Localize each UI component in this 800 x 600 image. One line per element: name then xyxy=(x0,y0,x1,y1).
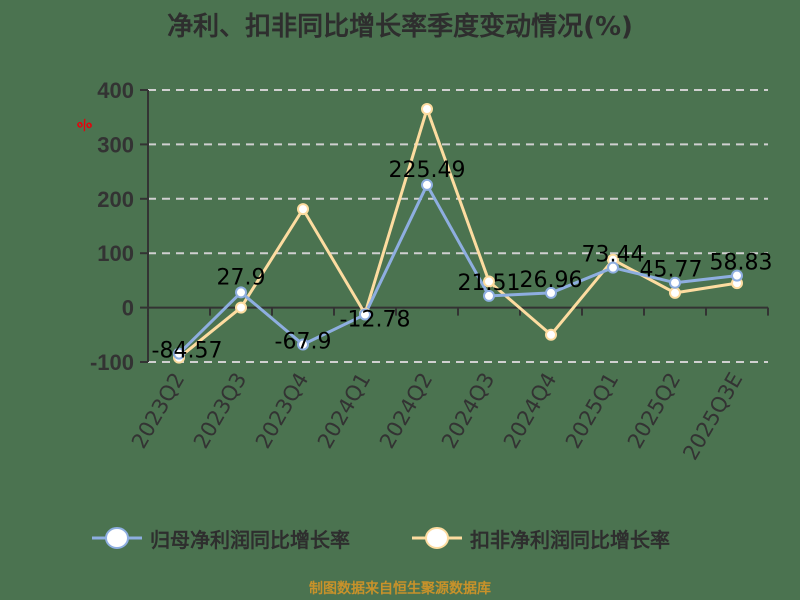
data-point[interactable] xyxy=(173,347,185,360)
data-label: 58.83 xyxy=(710,251,773,276)
y-tick-label: 400 xyxy=(97,78,134,103)
x-tick-label: 2023Q2 xyxy=(127,369,189,453)
y-tick-label: 100 xyxy=(97,241,134,266)
series-line xyxy=(177,183,738,355)
x-tick-label: 2024Q3 xyxy=(437,369,499,453)
y-tick-label: 300 xyxy=(97,132,134,157)
legend-label: 扣非净利润同比增长率 xyxy=(470,527,670,552)
y-tick-label: 200 xyxy=(97,187,134,212)
data-point[interactable] xyxy=(607,261,619,274)
data-point[interactable] xyxy=(669,286,681,299)
data-point[interactable] xyxy=(297,338,309,351)
series-line xyxy=(178,107,738,359)
data-point[interactable] xyxy=(483,289,495,302)
source-footer: 制图数据来自恒生聚源数据库 xyxy=(309,581,491,597)
data-point[interactable] xyxy=(483,275,495,288)
data-label: 27.9 xyxy=(217,265,266,290)
data-point[interactable] xyxy=(669,276,681,289)
x-tick-label: 2024Q2 xyxy=(375,369,437,453)
data-label: 45.77 xyxy=(640,258,703,283)
x-tick-label: 2024Q4 xyxy=(499,369,561,453)
data-point[interactable] xyxy=(731,269,743,282)
data-label: 21.51 xyxy=(458,271,521,296)
data-label: -67.9 xyxy=(275,330,332,355)
data-label: 225.49 xyxy=(389,158,466,183)
data-label: -12.78 xyxy=(340,308,411,333)
data-point[interactable] xyxy=(235,301,247,314)
x-tick-label: 2025Q2 xyxy=(623,369,685,453)
legend-item-net-profit[interactable]: 归母净利润同比增长率 xyxy=(92,522,350,554)
data-point[interactable] xyxy=(421,178,433,191)
x-tick-label: 2025Q3E xyxy=(678,369,747,465)
legend-item-deducted-profit[interactable]: 扣非净利润同比增长率 xyxy=(412,522,670,554)
x-tick-label: 2023Q3 xyxy=(189,369,251,453)
x-tick-label: 2023Q4 xyxy=(251,369,313,453)
y-tick-label: -100 xyxy=(90,350,134,375)
data-label: 26.96 xyxy=(520,268,583,293)
data-point[interactable] xyxy=(545,328,557,341)
legend-marker-blue-icon xyxy=(92,527,142,549)
data-point[interactable] xyxy=(421,103,433,116)
x-tick-label: 2025Q1 xyxy=(561,369,623,453)
data-point[interactable] xyxy=(235,286,247,299)
data-label: 73.44 xyxy=(582,243,645,268)
data-point[interactable] xyxy=(297,203,309,216)
data-label: -84.57 xyxy=(152,339,223,364)
data-point[interactable] xyxy=(359,308,371,321)
y-tick-label: 0 xyxy=(122,296,134,321)
x-tick-label: 2024Q1 xyxy=(313,369,375,453)
legend-marker-yellow-icon xyxy=(412,527,462,549)
legend: 归母净利润同比增长率 扣非净利润同比增长率 xyxy=(0,522,800,554)
data-point[interactable] xyxy=(545,286,557,299)
chart-title: 净利、扣非同比增长率季度变动情况(%) xyxy=(167,12,633,42)
legend-label: 归母净利润同比增长率 xyxy=(150,527,350,552)
